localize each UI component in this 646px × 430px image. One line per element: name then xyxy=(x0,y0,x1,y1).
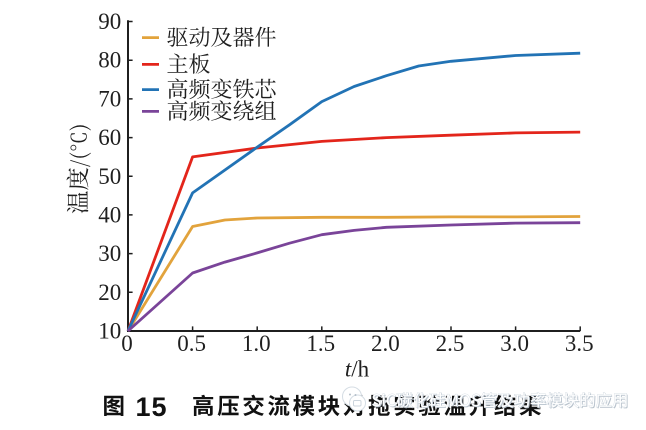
svg-text:0: 0 xyxy=(121,331,133,356)
svg-text:90: 90 xyxy=(98,9,121,34)
svg-text:80: 80 xyxy=(98,48,121,73)
svg-text:40: 40 xyxy=(98,202,121,227)
svg-text:50: 50 xyxy=(98,164,121,189)
svg-text:0.5: 0.5 xyxy=(177,331,206,356)
svg-text:20: 20 xyxy=(98,280,121,305)
svg-text:60: 60 xyxy=(98,125,121,150)
svg-text:3.5: 3.5 xyxy=(565,331,594,356)
svg-text:10: 10 xyxy=(98,319,121,344)
svg-text:1.0: 1.0 xyxy=(242,331,271,356)
svg-text:70: 70 xyxy=(98,86,121,111)
svg-text:2.5: 2.5 xyxy=(436,331,465,356)
svg-text:2.0: 2.0 xyxy=(371,331,400,356)
svg-text:t/h: t/h xyxy=(345,357,370,382)
svg-text:3.0: 3.0 xyxy=(500,331,529,356)
svg-text:15: 15 xyxy=(136,392,168,422)
svg-text:1.5: 1.5 xyxy=(306,331,335,356)
svg-text:30: 30 xyxy=(98,241,121,266)
